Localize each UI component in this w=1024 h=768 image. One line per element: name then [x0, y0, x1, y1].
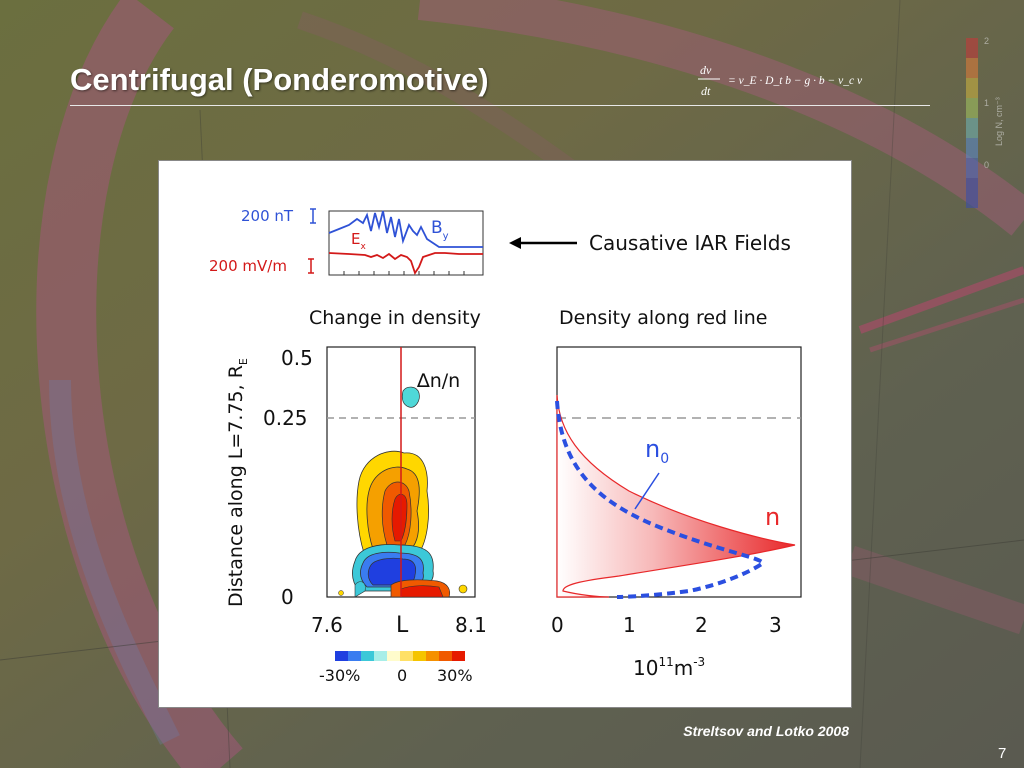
- by-trace: [328, 210, 483, 248]
- eq-rhs: = v_E · D_t b − g · b − ν_c v: [728, 75, 863, 87]
- delta-n-label: ∆n/n: [416, 370, 460, 392]
- fields-plot-frame: [328, 210, 484, 276]
- n-label: n: [765, 503, 780, 531]
- bg-colorbar-tick: 0: [984, 160, 989, 170]
- left-xtick: 8.1: [455, 613, 487, 637]
- bg-colorbar-tick: 1: [984, 98, 989, 108]
- n-profile-area: [556, 394, 796, 598]
- colorbar-swatch: [426, 651, 439, 661]
- e-scale-label: 200 mV/m: [209, 257, 287, 275]
- density-colorbar: [335, 651, 465, 661]
- left-panel-title: Change in density: [309, 307, 481, 329]
- momentum-equation: dv dt = v_E · D_t b − g · b − ν_c v: [698, 63, 863, 98]
- colorbar-swatch: [452, 651, 465, 661]
- right-xtick: 0: [551, 613, 564, 637]
- causative-label: Causative IAR Fields: [589, 231, 791, 255]
- eq-denominator: dt: [701, 84, 711, 98]
- right-xtick: 1: [623, 613, 636, 637]
- right-xtick: 2: [695, 613, 708, 637]
- title-divider: [70, 105, 930, 106]
- left-ylabel: Distance along L=7.75, RE: [225, 358, 250, 607]
- n0-label: n0: [645, 435, 669, 467]
- right-xlabel: 1011m-3: [633, 655, 705, 680]
- colorbar-label-max: 30%: [437, 666, 473, 685]
- colorbar-label-min: -30%: [319, 666, 360, 685]
- right-xtick: 3: [769, 613, 782, 637]
- left-xtick: 7.6: [311, 613, 343, 637]
- colorbar-label-mid: 0: [397, 666, 407, 685]
- left-ytick: 0.25: [263, 406, 308, 430]
- right-panel-title: Density along red line: [559, 307, 767, 329]
- left-ytick: 0: [281, 585, 294, 609]
- by-label: By: [431, 218, 449, 242]
- colorbar-swatch: [348, 651, 361, 661]
- colorbar-swatch: [374, 651, 387, 661]
- slide-title: Centrifugal (Ponderomotive): [70, 62, 489, 97]
- ex-trace: [328, 252, 483, 276]
- figure-panel: 200 nT 200 mV/m By Ex Causative IAR Fiel…: [158, 160, 852, 708]
- colorbar-swatch: [387, 651, 400, 661]
- bg-colorbar-label: Log N, cm⁻³: [994, 97, 1004, 146]
- colorbar-swatch: [335, 651, 348, 661]
- bg-colorbar-tick: 2: [984, 36, 989, 46]
- citation: Streltsov and Lotko 2008: [683, 723, 849, 739]
- n0-profile: [555, 400, 766, 599]
- eq-numerator: dv: [700, 63, 712, 77]
- colorbar-swatch: [439, 651, 452, 661]
- page-number: 7: [998, 745, 1007, 762]
- left-xtick: L: [396, 613, 409, 638]
- left-ytick: 0.5: [281, 346, 313, 370]
- b-scale-label: 200 nT: [241, 207, 294, 225]
- n0-leader: [634, 472, 660, 510]
- ex-label: Ex: [351, 230, 366, 252]
- background-colorbar: 2 1 0 Log N, cm⁻³: [966, 36, 1004, 208]
- colorbar-swatch: [361, 651, 374, 661]
- colorbar-swatch: [413, 651, 426, 661]
- density-contours: [338, 386, 468, 598]
- colorbar-swatch: [400, 651, 413, 661]
